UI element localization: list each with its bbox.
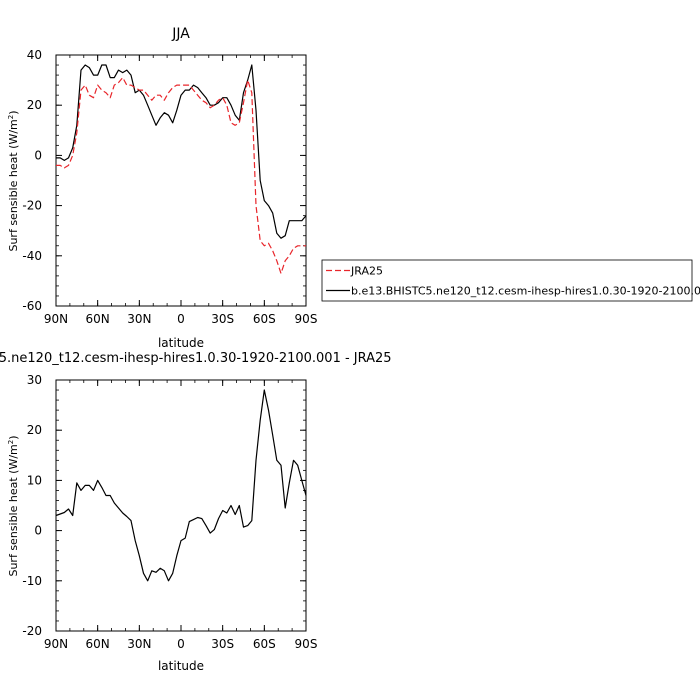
y-tick-label: 20 [27, 98, 42, 112]
x-tick-label: 30S [211, 312, 234, 326]
y-tick-label: 0 [34, 148, 42, 162]
y-tick-label: -60 [22, 299, 42, 313]
svg-text:latitude: latitude [158, 659, 204, 673]
y-tick-label: -40 [22, 249, 42, 263]
x-tick-label: 30N [127, 637, 151, 651]
x-tick-label: 60S [253, 312, 276, 326]
y-tick-label: 40 [27, 48, 42, 62]
chart-title-diff: ISTC5.ne120_t12.cesm-ihesp-hires1.0.30-1… [0, 351, 392, 366]
series-line-model [56, 64, 307, 239]
x-tick-label: 60N [86, 637, 110, 651]
x-tick-label: 90S [295, 637, 318, 651]
x-tick-label: 90N [44, 637, 68, 651]
series-line-jra25 [56, 76, 306, 274]
y-tick-label: 10 [27, 473, 42, 487]
x-tick-label: 90N [44, 312, 68, 326]
legend-box [321, 259, 693, 302]
plot-frame [55, 54, 307, 307]
y-tick-label: -20 [22, 199, 42, 213]
x-tick-label: 0 [177, 312, 185, 326]
y-axis-label-diff: Surf sensible heat (W/m2) [7, 435, 20, 576]
x-axis-label: latitude [158, 336, 204, 350]
legend-label-jra25: JRA25 [350, 265, 383, 278]
x-tick-label: 60N [86, 312, 110, 326]
x-tick-label: 0 [177, 637, 185, 651]
y-tick-label: 20 [27, 423, 42, 437]
x-tick-label: 60S [253, 637, 276, 651]
top-panel: JJA latitude Surf sensible heat (W/m2) 9… [7, 26, 317, 350]
chart-title: JJA [171, 26, 190, 42]
legend-label-model: b.e13.BHISTC5.ne120_t12.cesm-ihesp-hires… [351, 285, 700, 298]
y-tick-label: -10 [22, 574, 42, 588]
svg-text:latitude: latitude [158, 336, 204, 350]
plot-frame [55, 379, 307, 632]
x-axis-label-diff: latitude [158, 659, 204, 673]
plot-area-diff: 90N 60N 30N 0 30S 60S 90S 30 20 10 0 -10 -20 [22, 373, 317, 651]
bottom-panel: ISTC5.ne120_t12.cesm-ihesp-hires1.0.30-1… [0, 351, 392, 673]
y-axis-label: Surf sensible heat (W/m2) [7, 110, 20, 251]
plot-area: 90N 60N 30N 0 30S 60S 90S 40 20 0 -20 -40 -60 [22, 48, 317, 326]
y-tick-label: 0 [34, 524, 42, 538]
x-tick-label: 30S [211, 637, 234, 651]
legend: JRA25 b.e13.BHISTC5.ne120_t12.cesm-ihesp… [321, 259, 700, 302]
x-tick-label: 90S [295, 312, 318, 326]
y-tick-label: -20 [22, 624, 42, 638]
series-line-model-diff [55, 389, 307, 582]
x-tick-label: 30N [127, 312, 151, 326]
y-tick-label: 30 [27, 373, 42, 387]
